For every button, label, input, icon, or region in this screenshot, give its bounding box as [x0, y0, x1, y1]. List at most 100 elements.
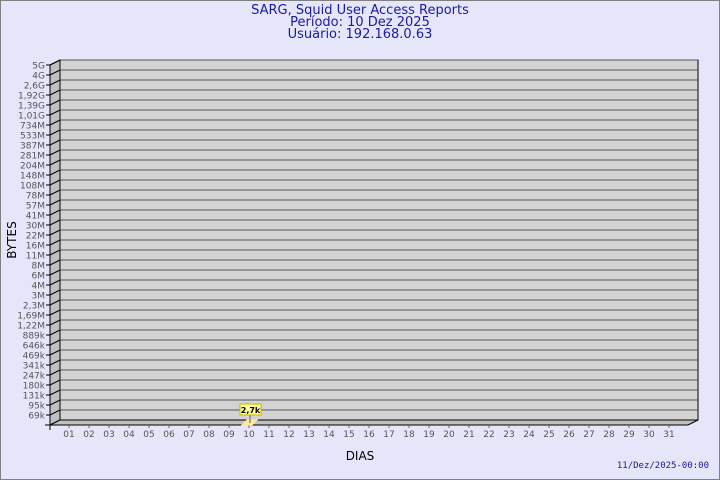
- x-tick-label: 12: [283, 430, 294, 440]
- gridline-diagonal: [49, 129, 61, 136]
- gridline-diagonal: [49, 379, 61, 386]
- y-tick-label: 5G: [32, 62, 45, 72]
- y-tick-label: 247k: [23, 372, 46, 382]
- x-tick-label: 27: [583, 430, 594, 440]
- x-tick-label: 15: [343, 430, 354, 440]
- data-label: 2,7k: [241, 406, 261, 415]
- y-tick-label: 6M: [32, 272, 46, 282]
- y-tick-label: 3M: [32, 292, 46, 302]
- x-tick-label: 14: [323, 430, 335, 440]
- gridline-diagonal: [49, 109, 61, 116]
- y-tick-label: 387M: [20, 142, 45, 152]
- y-tick-label: 180k: [23, 382, 46, 392]
- generated-timestamp: 11/Dez/2025-00:00: [616, 461, 709, 471]
- plot-floor: [49, 419, 699, 426]
- y-tick-label: 1,69M: [17, 312, 45, 322]
- y-tick-label: 78M: [26, 192, 45, 202]
- x-tick-label: 03: [103, 430, 114, 440]
- x-tick-label: 28: [603, 430, 615, 440]
- x-tick-label: 09: [223, 430, 235, 440]
- gridline-diagonal: [49, 89, 61, 96]
- gridline-diagonal: [49, 309, 61, 316]
- gridline-diagonal: [49, 139, 61, 146]
- gridline-diagonal: [49, 399, 61, 406]
- chart-user: Usuário: 192.168.0.63: [287, 27, 433, 42]
- gridline-diagonal: [49, 319, 61, 326]
- gridline-diagonal: [49, 169, 61, 176]
- gridline-diagonal: [49, 79, 61, 86]
- y-tick-label: 281M: [20, 152, 45, 162]
- y-tick-label: 11M: [26, 252, 45, 262]
- y-tick-label: 57M: [26, 202, 45, 212]
- y-tick-label: 1,39G: [18, 102, 45, 112]
- gridline-diagonal: [49, 289, 61, 296]
- y-tick-label: 30M: [26, 222, 45, 232]
- gridline-diagonal: [49, 339, 61, 346]
- gridline-diagonal: [49, 409, 61, 416]
- gridline-diagonal: [49, 179, 61, 186]
- x-tick-label: 24: [523, 430, 535, 440]
- x-tick-label: 13: [303, 430, 314, 440]
- gridline-diagonal: [49, 69, 61, 76]
- gridline-diagonal: [49, 119, 61, 126]
- gridline-diagonal: [49, 59, 61, 66]
- x-tick-label: 07: [183, 430, 194, 440]
- y-tick-label: 22M: [26, 232, 45, 242]
- y-tick-label: 204M: [20, 162, 45, 172]
- gridline-diagonal: [49, 249, 61, 256]
- y-tick-label: 533M: [20, 132, 45, 142]
- y-tick-label: 646k: [23, 342, 46, 352]
- x-tick-label: 11: [263, 430, 274, 440]
- x-tick-label: 02: [83, 430, 94, 440]
- x-tick-label: 20: [443, 430, 455, 440]
- x-tick-label: 23: [503, 430, 514, 440]
- x-tick-label: 26: [563, 430, 575, 440]
- x-tick-label: 06: [163, 430, 175, 440]
- y-tick-label: 148M: [20, 172, 45, 182]
- y-tick-label: 2,6G: [24, 82, 45, 92]
- gridline-diagonal: [49, 209, 61, 216]
- y-tick-label: 341k: [23, 362, 46, 372]
- data-label-box: [239, 403, 262, 416]
- gridline-diagonal: [49, 269, 61, 276]
- gridline-diagonal: [49, 189, 61, 196]
- x-tick-label: 21: [463, 430, 474, 440]
- chart-title: SARG, Squid User Access Reports: [251, 3, 469, 18]
- gridline-diagonal: [49, 359, 61, 366]
- x-tick-label: 05: [143, 430, 154, 440]
- y-tick-label: 469k: [23, 352, 46, 362]
- gridline-diagonal: [49, 149, 61, 156]
- y-tick-label: 4G: [32, 72, 45, 82]
- x-tick-label: 08: [203, 430, 215, 440]
- x-tick-label: 30: [643, 430, 655, 440]
- gridline-diagonal: [49, 219, 61, 226]
- x-axis-title: DIAS: [346, 449, 375, 463]
- gridline-diagonal: [49, 389, 61, 396]
- y-tick-label: 16M: [26, 242, 45, 252]
- y-tick-label: 1,22M: [17, 322, 45, 332]
- x-tick-label: 04: [123, 430, 135, 440]
- chart-period: Período: 10 Dez 2025: [290, 15, 430, 30]
- y-axis-title: BYTES: [5, 221, 19, 258]
- gridline-diagonal: [49, 259, 61, 266]
- y-tick-label: 1,92G: [18, 92, 45, 102]
- x-tick-label: 19: [423, 430, 435, 440]
- gridline-diagonal: [49, 159, 61, 166]
- y-tick-label: 69k: [28, 412, 45, 422]
- x-tick-label: 31: [663, 430, 674, 440]
- y-tick-label: 4M: [32, 282, 46, 292]
- y-tick-label: 41M: [26, 212, 45, 222]
- y-tick-label: 1,01G: [18, 112, 45, 122]
- x-tick-label: 18: [403, 430, 415, 440]
- gridline-diagonal: [49, 239, 61, 246]
- y-tick-label: 131k: [23, 392, 46, 402]
- x-tick-label: 01: [63, 430, 74, 440]
- gridline-diagonal: [49, 279, 61, 286]
- x-tick-label: 10: [243, 430, 255, 440]
- gridline-diagonal: [49, 99, 61, 106]
- y-tick-label: 734M: [20, 122, 45, 132]
- y-tick-label: 889k: [23, 332, 46, 342]
- x-tick-label: 29: [623, 430, 635, 440]
- y-tick-label: 95k: [28, 402, 45, 412]
